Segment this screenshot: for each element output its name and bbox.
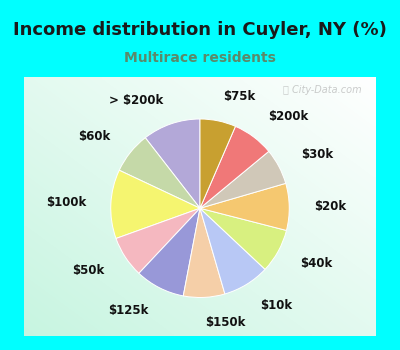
Wedge shape — [111, 170, 200, 238]
Text: $10k: $10k — [260, 299, 292, 312]
Text: > $200k: > $200k — [109, 94, 163, 107]
Text: Income distribution in Cuyler, NY (%): Income distribution in Cuyler, NY (%) — [13, 21, 387, 39]
Text: $50k: $50k — [72, 265, 104, 278]
Wedge shape — [200, 208, 265, 294]
Wedge shape — [200, 208, 286, 270]
Text: ⓘ City-Data.com: ⓘ City-Data.com — [283, 85, 362, 95]
Wedge shape — [200, 183, 289, 230]
Wedge shape — [116, 208, 200, 273]
Text: $40k: $40k — [300, 257, 332, 270]
Text: $30k: $30k — [301, 148, 333, 161]
Text: $125k: $125k — [108, 303, 148, 316]
Wedge shape — [145, 119, 200, 208]
Wedge shape — [200, 119, 236, 208]
Text: $100k: $100k — [46, 196, 86, 209]
Wedge shape — [200, 126, 269, 208]
Wedge shape — [183, 208, 225, 298]
Text: $150k: $150k — [205, 316, 246, 329]
Text: $75k: $75k — [223, 90, 256, 103]
Text: $60k: $60k — [78, 130, 111, 143]
Text: $200k: $200k — [268, 110, 309, 124]
Text: Multirace residents: Multirace residents — [124, 51, 276, 65]
Wedge shape — [119, 138, 200, 208]
Wedge shape — [139, 208, 200, 296]
Wedge shape — [200, 151, 286, 208]
Text: $20k: $20k — [314, 200, 346, 213]
